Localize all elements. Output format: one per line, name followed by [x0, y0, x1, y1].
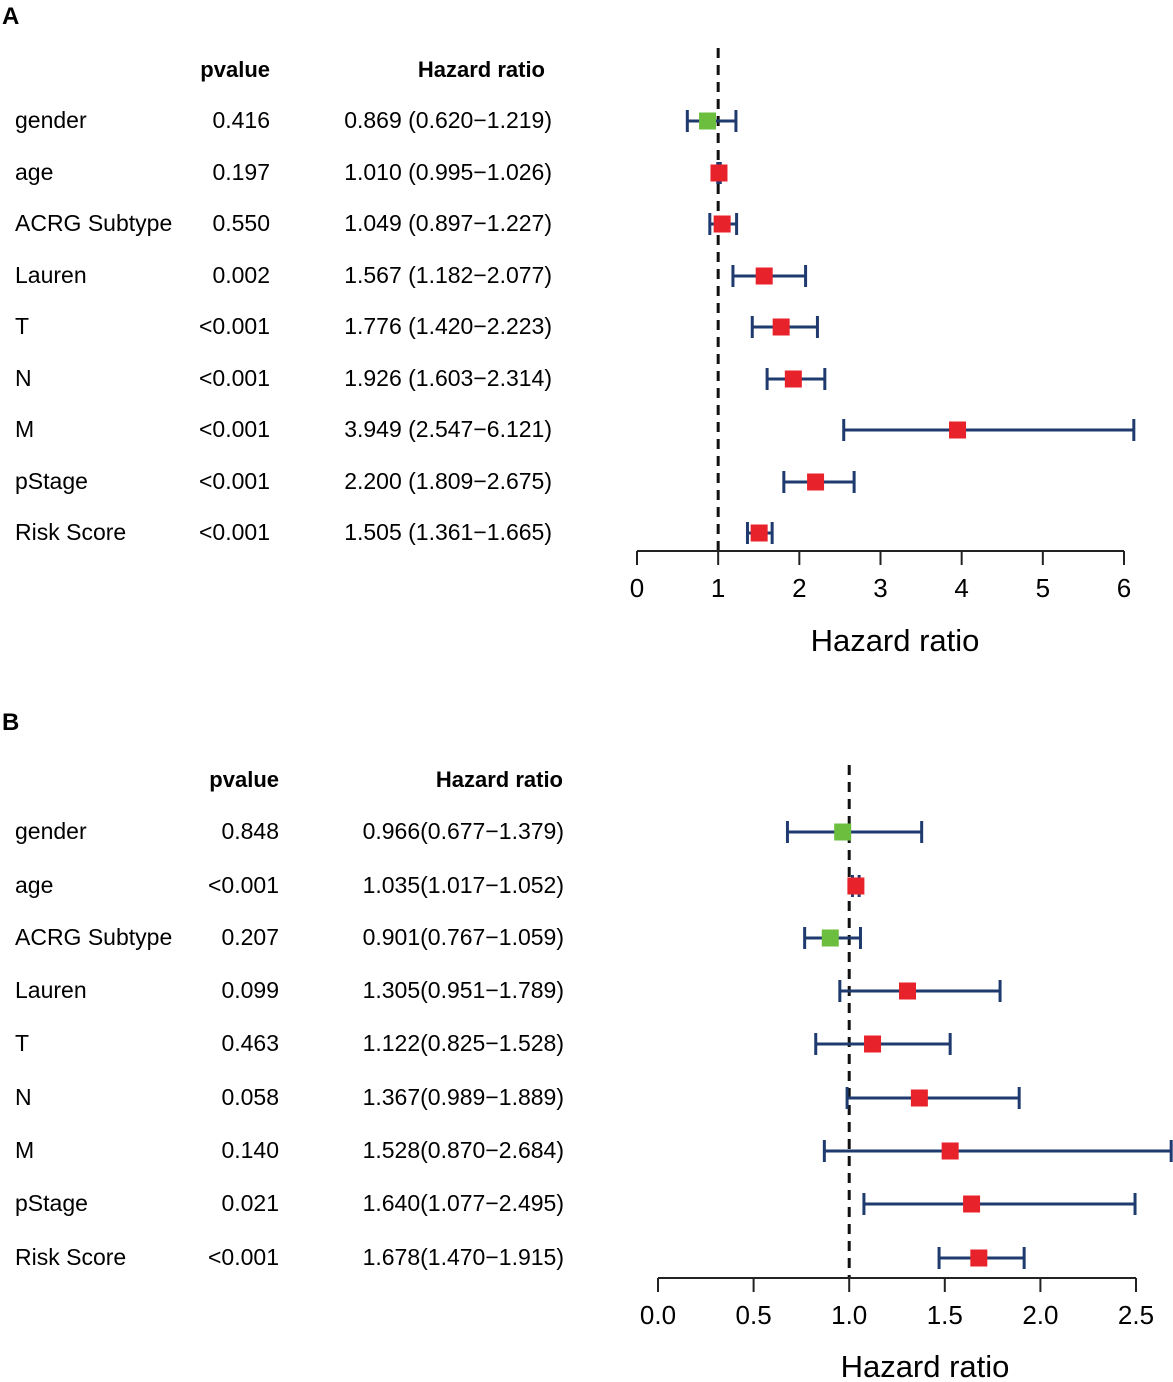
row-label-acrg-subtype: ACRG Subtype: [15, 210, 172, 236]
pvalue-lauren: 0.099: [221, 977, 279, 1003]
row-label-pstage: pStage: [15, 468, 88, 494]
x-tick-label: 2: [792, 573, 806, 603]
hr-point-lauren: [755, 267, 773, 285]
x-tick-label: 3: [873, 573, 887, 603]
hazard-ratio-text-acrg-subtype: 0.901(0.767−1.059): [363, 924, 564, 950]
pvalue-m: 0.140: [221, 1137, 279, 1163]
hazard-ratio-text-pstage: 2.200 (1.809−2.675): [344, 468, 552, 494]
hazard-ratio-text-n: 1.367(0.989−1.889): [363, 1084, 564, 1110]
row-label-t: T: [15, 313, 29, 339]
pvalue-header: pvalue: [200, 57, 270, 82]
hr-point-lauren: [899, 982, 917, 1000]
row-label-age: age: [15, 872, 53, 898]
hr-point-t: [772, 318, 790, 336]
pvalue-t: <0.001: [199, 313, 270, 339]
x-tick-label: 2.5: [1118, 1300, 1154, 1330]
pvalue-lauren: 0.002: [212, 262, 270, 288]
pvalue-n: <0.001: [199, 365, 270, 391]
row-label-pstage: pStage: [15, 1190, 88, 1216]
x-tick-label: 1: [711, 573, 725, 603]
hazard-ratio-text-risk-score: 1.678(1.470−1.915): [363, 1244, 564, 1270]
pvalue-m: <0.001: [199, 416, 270, 442]
row-label-m: M: [15, 1137, 34, 1163]
x-tick-label: 0.5: [736, 1300, 772, 1330]
hazard-ratio-text-t: 1.122(0.825−1.528): [363, 1030, 564, 1056]
hr-point-acrg-subtype: [821, 929, 839, 947]
hazard-ratio-text-age: 1.010 (0.995−1.026): [344, 159, 552, 185]
pvalue-age: <0.001: [208, 872, 279, 898]
pvalue-pstage: 0.021: [221, 1190, 279, 1216]
row-label-gender: gender: [15, 107, 87, 133]
x-tick-label: 5: [1036, 573, 1050, 603]
x-axis-title: Hazard ratio: [811, 623, 980, 658]
hr-point-age: [710, 164, 728, 182]
hazard-ratio-text-lauren: 1.567 (1.182−2.077): [344, 262, 552, 288]
x-tick-label: 0: [630, 573, 644, 603]
pvalue-pstage: <0.001: [199, 468, 270, 494]
pvalue-gender: 0.416: [212, 107, 270, 133]
row-label-lauren: Lauren: [15, 262, 87, 288]
hazard-ratio-text-age: 1.035(1.017−1.052): [363, 872, 564, 898]
x-tick-label: 2.0: [1022, 1300, 1058, 1330]
hr-point-age: [847, 877, 865, 895]
panel-a-forest-plot: pvalue Hazard ratio gender 0.416 0.869 (0.62…: [15, 48, 1136, 658]
hr-point-n: [784, 370, 802, 388]
hr-point-n: [910, 1089, 928, 1107]
row-label-m: M: [15, 416, 34, 442]
hr-point-m: [941, 1142, 959, 1160]
hr-point-risk-score: [970, 1249, 988, 1267]
hr-point-acrg-subtype: [713, 215, 731, 233]
hazard-ratio-text-t: 1.776 (1.420−2.223): [344, 313, 552, 339]
hazard-ratio-text-risk-score: 1.505 (1.361−1.665): [344, 519, 552, 545]
panel-b-letter: B: [2, 709, 19, 736]
row-label-acrg-subtype: ACRG Subtype: [15, 924, 172, 950]
hr-point-risk-score: [750, 524, 768, 542]
hazard-ratio-text-gender: 0.869 (0.620−1.219): [344, 107, 552, 133]
hr-point-m: [949, 421, 967, 439]
x-tick-label: 6: [1117, 573, 1131, 603]
panel-b-forest-plot: pvalue Hazard ratio gender 0.848 0.966(0.677…: [15, 765, 1173, 1382]
x-axis-title: Hazard ratio: [841, 1349, 1010, 1382]
hr-point-pstage: [807, 473, 825, 491]
pvalue-header: pvalue: [209, 767, 279, 792]
hr-point-gender: [699, 112, 717, 130]
pvalue-risk-score: <0.001: [199, 519, 270, 545]
row-label-gender: gender: [15, 818, 87, 844]
hazard-ratio-text-m: 3.949 (2.547−6.121): [344, 416, 552, 442]
pvalue-acrg-subtype: 0.207: [221, 924, 279, 950]
hr-point-t: [864, 1035, 882, 1053]
pvalue-n: 0.058: [221, 1084, 279, 1110]
hazard-ratio-text-n: 1.926 (1.603−2.314): [344, 365, 552, 391]
x-tick-label: 4: [954, 573, 968, 603]
row-label-risk-score: Risk Score: [15, 519, 126, 545]
hr-point-pstage: [963, 1195, 981, 1213]
pvalue-risk-score: <0.001: [208, 1244, 279, 1270]
row-label-age: age: [15, 159, 53, 185]
hazard-ratio-text-pstage: 1.640(1.077−2.495): [363, 1190, 564, 1216]
row-label-t: T: [15, 1030, 29, 1056]
hazard-ratio-text-acrg-subtype: 1.049 (0.897−1.227): [344, 210, 552, 236]
x-tick-label: 1.5: [927, 1300, 963, 1330]
hazard-ratio-header: Hazard ratio: [418, 57, 545, 82]
row-label-lauren: Lauren: [15, 977, 87, 1003]
pvalue-age: 0.197: [212, 159, 270, 185]
hazard-ratio-text-gender: 0.966(0.677−1.379): [363, 818, 564, 844]
pvalue-acrg-subtype: 0.550: [212, 210, 270, 236]
x-tick-label: 1.0: [831, 1300, 867, 1330]
row-label-n: N: [15, 1084, 32, 1110]
x-tick-label: 0.0: [640, 1300, 676, 1330]
panel-a-letter: A: [2, 3, 19, 30]
row-label-n: N: [15, 365, 32, 391]
hazard-ratio-text-lauren: 1.305(0.951−1.789): [363, 977, 564, 1003]
hazard-ratio-header: Hazard ratio: [436, 767, 563, 792]
hazard-ratio-text-m: 1.528(0.870−2.684): [363, 1137, 564, 1163]
pvalue-gender: 0.848: [221, 818, 279, 844]
pvalue-t: 0.463: [221, 1030, 279, 1056]
hr-point-gender: [834, 823, 852, 841]
row-label-risk-score: Risk Score: [15, 1244, 126, 1270]
